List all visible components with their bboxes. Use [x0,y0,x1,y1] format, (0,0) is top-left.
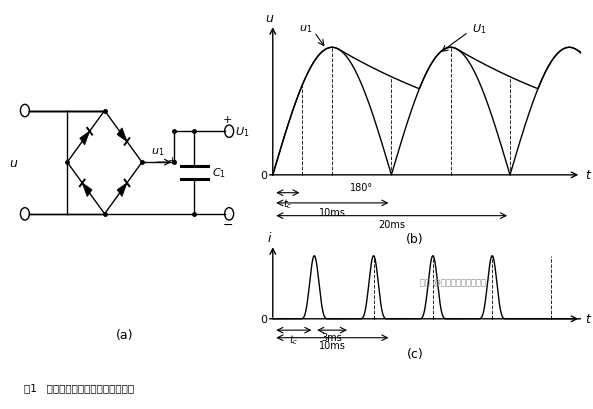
Text: (c): (c) [407,347,423,360]
Text: $t$: $t$ [585,169,592,182]
Text: $i$: $i$ [266,231,272,245]
Text: 3ms: 3ms [322,332,342,342]
Text: $C_1$: $C_1$ [212,166,226,180]
Text: 头条 @深圳汇热电磁加热器: 头条 @深圳汇热电磁加热器 [420,277,486,286]
Text: +: + [223,115,232,125]
Polygon shape [117,184,127,197]
Text: (b): (b) [406,233,424,245]
Text: $u$: $u$ [264,12,274,25]
Text: 20ms: 20ms [378,220,405,230]
Text: 图1   整流滤波电压及整流电流的波形: 图1 整流滤波电压及整流电流的波形 [24,383,134,393]
Text: +: + [167,155,177,165]
Text: 0: 0 [260,314,267,324]
Text: $t_c$: $t_c$ [283,197,292,211]
Text: (a): (a) [116,328,133,341]
Polygon shape [82,184,92,197]
Text: 10ms: 10ms [318,207,346,217]
Text: $U_1$: $U_1$ [472,22,486,36]
Text: $u_1$: $u_1$ [151,146,164,158]
Text: 10ms: 10ms [318,340,346,350]
Text: $u_1$: $u_1$ [299,23,312,35]
Text: $t$: $t$ [585,312,592,326]
Text: 0: 0 [260,171,267,180]
Polygon shape [117,128,127,142]
Text: $t_c$: $t_c$ [289,332,298,346]
Text: $U_1$: $U_1$ [235,125,250,139]
Polygon shape [80,132,90,146]
Text: 180°: 180° [350,183,373,193]
Text: −: − [222,218,233,231]
Text: $u$: $u$ [9,156,18,169]
